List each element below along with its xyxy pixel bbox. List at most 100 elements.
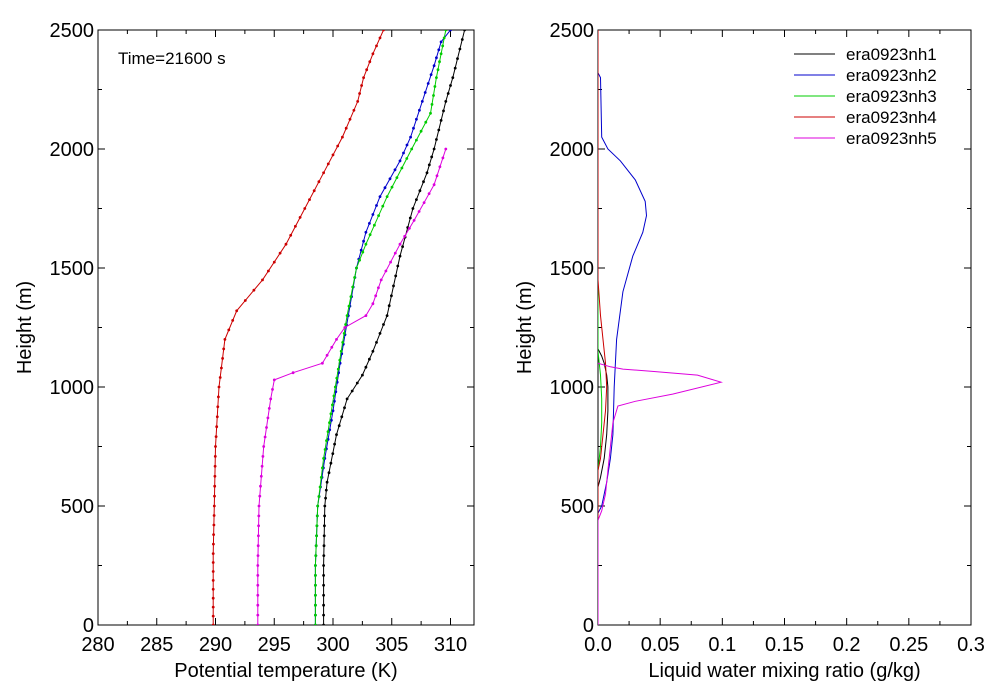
data-point-era0923nh3 — [339, 349, 343, 353]
data-point-era0923nh5 — [269, 397, 273, 401]
data-point-era0923nh1 — [422, 180, 425, 184]
data-point-era0923nh3 — [368, 233, 372, 237]
data-point-era0923nh3 — [314, 554, 318, 557]
data-point-era0923nh1 — [322, 603, 325, 607]
data-point-era0923nh4 — [365, 68, 369, 72]
data-point-era0923nh1 — [401, 245, 404, 249]
data-point-era0923nh4 — [211, 552, 215, 555]
data-point-era0923nh2 — [371, 213, 375, 216]
data-point-era0923nh3 — [325, 439, 328, 442]
data-point-era0923nh1 — [387, 304, 391, 308]
data-point-era0923nh3 — [355, 266, 358, 270]
data-point-era0923nh4 — [362, 76, 365, 79]
y-tick-label: 500 — [61, 496, 94, 518]
x-tick-label: 0.25 — [889, 634, 928, 656]
data-point-era0923nh3 — [435, 76, 438, 79]
data-point-era0923nh3 — [314, 623, 317, 625]
data-point-era0923nh4 — [368, 60, 372, 64]
x-tick-label: 305 — [375, 634, 408, 656]
data-point-era0923nh3 — [361, 250, 365, 254]
data-point-era0923nh3 — [444, 30, 448, 32]
data-point-era0923nh3 — [318, 485, 322, 489]
data-point-era0923nh5 — [408, 226, 411, 230]
data-point-era0923nh5 — [256, 613, 260, 617]
data-point-era0923nh5 — [263, 435, 267, 439]
data-point-era0923nh5 — [256, 593, 260, 597]
series-line-era0923nh5 — [257, 148, 447, 625]
data-point-era0923nh4 — [213, 455, 217, 458]
data-point-era0923nh1 — [322, 613, 325, 617]
data-point-era0923nh1 — [453, 66, 457, 70]
x-tick-label: 0.05 — [641, 634, 680, 656]
data-point-era0923nh1 — [458, 47, 462, 51]
data-point-era0923nh1 — [333, 442, 336, 446]
data-point-era0923nh4 — [212, 542, 215, 546]
data-point-era0923nh4 — [308, 198, 311, 202]
data-point-era0923nh4 — [211, 587, 215, 591]
data-point-era0923nh3 — [364, 242, 368, 246]
data-point-era0923nh1 — [446, 92, 450, 95]
data-point-era0923nh3 — [314, 613, 317, 617]
legend-label-era0923nh3: era0923nh3 — [846, 87, 937, 106]
data-point-era0923nh4 — [212, 523, 216, 527]
series-line-era0923nh4 — [598, 30, 608, 625]
left-panel-temperature-profile: 280 285 290 295 300 305 310 0 500 1000 1500 2000 250… — [14, 20, 475, 682]
data-point-era0923nh1 — [355, 381, 359, 385]
series-line-era0923nh3 — [314, 30, 447, 625]
data-point-era0923nh3 — [326, 430, 330, 433]
data-point-era0923nh4 — [212, 514, 216, 517]
data-point-era0923nh1 — [392, 284, 395, 288]
y-tick-label: 1000 — [550, 377, 595, 399]
data-point-era0923nh5 — [257, 534, 260, 538]
data-point-era0923nh4 — [360, 84, 363, 87]
y-tick-label: 1500 — [50, 258, 95, 280]
data-point-era0923nh3 — [400, 166, 404, 170]
data-point-era0923nh1 — [325, 480, 329, 484]
data-point-era0923nh3 — [342, 332, 346, 335]
series-line-era0923nh4 — [212, 30, 384, 625]
data-point-era0923nh3 — [415, 138, 418, 142]
x-tick-label: 0.0 — [584, 634, 612, 656]
data-point-era0923nh4 — [215, 425, 219, 429]
data-point-era0923nh4 — [341, 135, 344, 139]
data-point-era0923nh5 — [398, 242, 402, 246]
data-point-era0923nh1 — [460, 38, 464, 41]
data-point-era0923nh4 — [348, 117, 352, 121]
data-point-era0923nh1 — [361, 373, 364, 377]
y-tick-label: 2000 — [50, 139, 95, 161]
data-point-era0923nh3 — [314, 574, 317, 577]
data-point-era0923nh1 — [398, 254, 402, 258]
data-point-era0923nh5 — [291, 371, 295, 375]
data-point-era0923nh2 — [437, 48, 441, 52]
x-axis-title: Liquid water mixing ratio (g/kg) — [648, 660, 920, 682]
data-point-era0923nh2 — [426, 82, 430, 85]
data-point-era0923nh4 — [243, 299, 247, 302]
data-point-era0923nh5 — [412, 219, 416, 222]
data-point-era0923nh1 — [408, 216, 412, 220]
data-point-era0923nh1 — [394, 274, 398, 278]
y-axis-title: Height (m) — [514, 281, 536, 374]
data-point-era0923nh3 — [314, 593, 317, 597]
data-point-era0923nh4 — [322, 171, 325, 175]
data-point-era0923nh3 — [358, 258, 361, 262]
data-point-era0923nh3 — [345, 314, 349, 317]
data-point-era0923nh2 — [415, 117, 418, 121]
data-point-era0923nh3 — [395, 176, 399, 180]
data-point-era0923nh4 — [312, 189, 316, 193]
data-point-era0923nh4 — [214, 435, 218, 438]
data-point-era0923nh3 — [381, 204, 385, 208]
data-point-era0923nh2 — [330, 418, 333, 422]
series-line-era0923nh2 — [598, 72, 648, 625]
data-point-era0923nh4 — [235, 309, 239, 313]
data-point-era0923nh3 — [351, 285, 355, 289]
data-point-era0923nh4 — [261, 278, 264, 282]
data-point-era0923nh5 — [403, 234, 407, 238]
data-point-era0923nh4 — [356, 100, 360, 103]
data-point-era0923nh3 — [315, 514, 319, 518]
data-point-era0923nh4 — [213, 464, 217, 468]
data-point-era0923nh4 — [227, 328, 231, 332]
data-point-era0923nh5 — [438, 165, 442, 169]
series-line-era0923nh1 — [598, 30, 609, 625]
data-point-era0923nh3 — [329, 412, 333, 416]
